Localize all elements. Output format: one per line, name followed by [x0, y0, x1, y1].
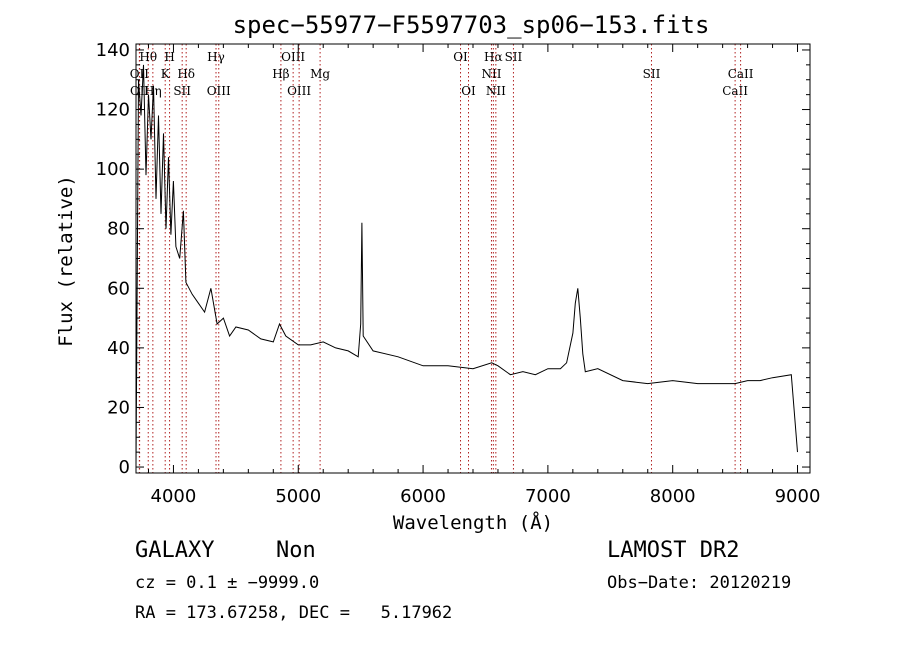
line-marker-label-12: OIII: [287, 84, 311, 98]
line-marker-label-6: Hδ: [177, 67, 195, 81]
y-tick-label-0: 0: [119, 457, 130, 478]
y-axis-label: Flux (relative): [55, 175, 77, 347]
x-tick-label-5: 9000: [775, 486, 821, 507]
y-tick-label-6: 120: [96, 100, 130, 121]
flux-series-line: [135, 64, 798, 468]
line-marker-label-18: NII: [486, 84, 506, 98]
line-marker-label-21: CaII: [722, 84, 748, 98]
y-tick-label-4: 80: [107, 219, 130, 240]
x-tick-label-2: 6000: [400, 486, 446, 507]
y-tick-label-2: 40: [107, 338, 130, 359]
x-tick-label-0: 4000: [151, 486, 197, 507]
x-tick-label-3: 7000: [525, 486, 571, 507]
line-marker-label-22: CaII: [728, 67, 754, 81]
line-marker-label-0: OII: [130, 67, 150, 81]
y-tick-label-5: 100: [96, 159, 130, 180]
line-marker-label-10: Hβ: [272, 67, 289, 81]
line-marker-label-14: OI: [453, 50, 468, 64]
x-axis-label: Wavelength (Å): [393, 511, 553, 534]
line-marker-label-7: SII: [173, 84, 191, 98]
observation-date: Obs−Date: 20120219: [607, 573, 792, 593]
x-axis: 4000 5000 6000 7000 8000 9000: [147, 44, 821, 507]
coordinates-info: RA = 173.67258, DEC = 5.17962: [135, 603, 453, 623]
survey-name: LAMOST DR2: [607, 538, 740, 563]
line-marker-label-9: OIII: [207, 84, 231, 98]
x-tick-label-1: 5000: [275, 486, 321, 507]
line-marker-label-13: Mg: [310, 67, 330, 81]
object-class: GALAXY: [135, 538, 215, 563]
line-marker-group: OIIOIIHθHηKHHδSIIHγOIIIHβOIIIOIIIMgOIOIN…: [130, 44, 754, 473]
y-tick-label-1: 20: [107, 397, 130, 418]
line-marker-label-8: Hγ: [207, 50, 225, 64]
x-tick-label-4: 8000: [650, 486, 696, 507]
line-marker-label-17: Hα: [484, 50, 503, 64]
line-marker-label-20: SII: [643, 67, 661, 81]
y-tick-label-3: 60: [107, 278, 130, 299]
line-marker-label-19: SII: [505, 50, 523, 64]
line-marker-label-5: H: [164, 50, 174, 64]
line-marker-label-15: OI: [461, 84, 476, 98]
plot-frame: [135, 43, 811, 474]
line-marker-label-16: NII: [481, 67, 501, 81]
line-marker-label-2: Hθ: [139, 50, 157, 64]
y-tick-label-7: 140: [96, 40, 130, 61]
chart-title: spec−55977−F5597703_sp06−153.fits: [233, 11, 710, 39]
line-marker-label-11: OIII: [281, 50, 305, 64]
redshift-info: cz = 0.1 ± −9999.0: [135, 573, 320, 593]
line-marker-label-4: K: [161, 67, 171, 81]
y-axis: 0 20 40 60 80 100 120 140: [96, 40, 810, 478]
object-subclass: Non: [276, 538, 316, 563]
